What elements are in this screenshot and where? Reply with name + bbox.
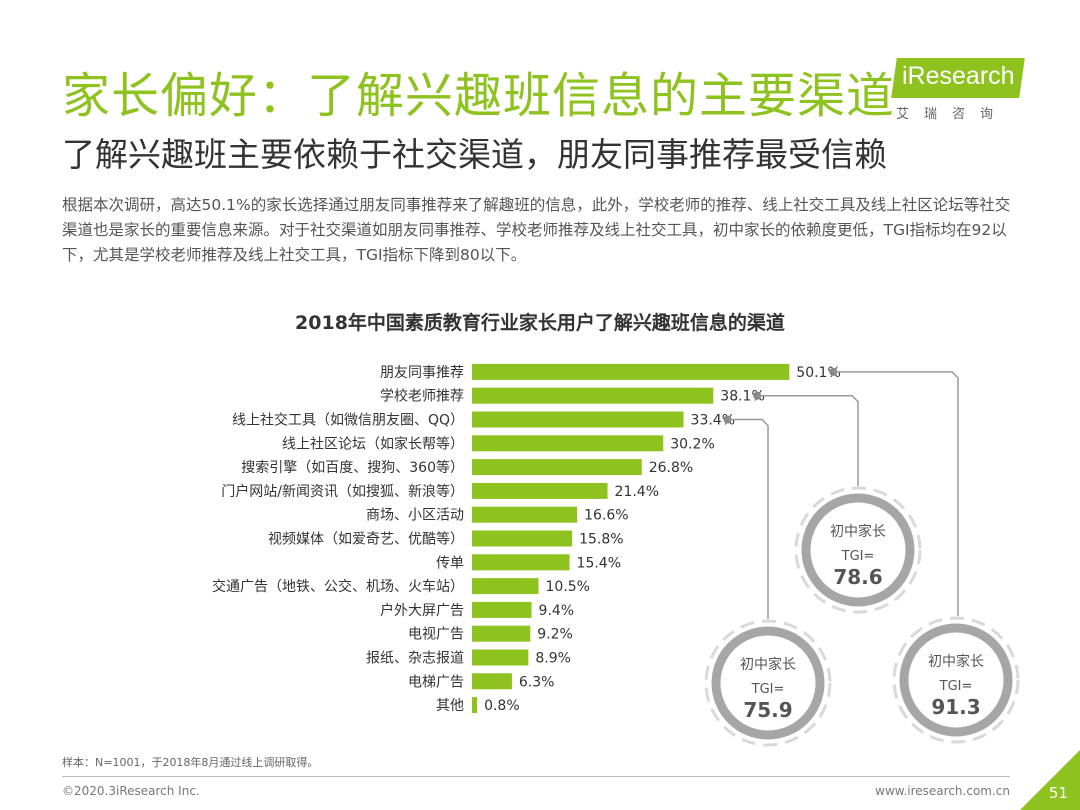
value-label: 16.6% <box>584 508 628 524</box>
bar <box>472 697 478 714</box>
category-label: 传单 <box>436 555 464 571</box>
logo-text: iResearch <box>902 62 1015 90</box>
bar <box>472 435 664 452</box>
category-label: 视频媒体（如爱奇艺、优酷等） <box>268 531 464 548</box>
value-label: 21.4% <box>615 484 659 500</box>
connector-line <box>757 394 859 486</box>
bar <box>472 411 684 428</box>
bar <box>472 649 529 666</box>
copyright-text: ©2020.3iResearch Inc. <box>62 784 200 798</box>
category-label: 线上社交工具（如微信朋友圈、QQ） <box>232 412 464 429</box>
category-label: 其他 <box>436 698 464 714</box>
value-label: 30.2% <box>670 436 714 452</box>
tgi-callout-label: 初中家长 <box>740 656 796 673</box>
tgi-ring <box>899 623 1013 737</box>
value-label: 6.3% <box>519 674 555 690</box>
bar <box>472 363 790 380</box>
value-label: 26.8% <box>649 460 693 476</box>
website-link[interactable]: www.iresearch.com.cn <box>875 784 1010 798</box>
chart-title: 2018年中国素质教育行业家长用户了解兴趣班信息的渠道 <box>295 312 785 334</box>
bar <box>472 673 512 690</box>
page-number: 51 <box>1048 784 1068 802</box>
bar <box>472 601 532 618</box>
value-label: 10.5% <box>546 579 590 595</box>
category-label: 户外大屏广告 <box>380 602 464 619</box>
page-subtitle: 了解兴趣班主要依赖于社交渠道，朋友同事推荐最受信赖 <box>62 135 887 174</box>
category-label: 学校老师推荐 <box>380 388 464 405</box>
corner-triangle <box>1020 750 1080 810</box>
tgi-caption: TGI= <box>751 682 785 697</box>
category-label: 交通广告（地铁、公交、机场、火车站） <box>212 578 464 595</box>
iresearch-logo: iResearch 艾瑞咨询 <box>891 58 1029 126</box>
bar <box>472 459 642 476</box>
tgi-value: 75.9 <box>743 698 792 722</box>
category-label: 搜索引擎（如百度、搜狗、360等） <box>241 459 464 476</box>
category-label: 商场、小区活动 <box>366 508 464 524</box>
value-label: 15.8% <box>579 532 623 548</box>
tgi-ring-outer <box>794 486 922 614</box>
tgi-value: 78.6 <box>833 565 882 589</box>
connector-line <box>727 418 769 619</box>
bar <box>472 482 608 499</box>
connector-line <box>833 371 959 616</box>
category-label: 门户网站/新闻资讯（如搜狐、新浪等） <box>221 483 464 500</box>
page-title: 家长偏好：了解兴趣班信息的主要渠道 <box>62 68 896 124</box>
value-label: 38.1% <box>720 389 764 405</box>
value-label: 15.4% <box>577 555 621 571</box>
value-label: 8.9% <box>535 651 571 667</box>
bar <box>472 506 578 523</box>
tgi-callout-label: 初中家长 <box>928 653 984 670</box>
value-label: 33.4% <box>691 413 735 429</box>
page-corner-decoration <box>1020 750 1080 810</box>
value-label: 0.8% <box>484 698 520 714</box>
bar <box>472 578 539 595</box>
footer-divider <box>62 776 1010 777</box>
tgi-caption: TGI= <box>841 549 875 564</box>
category-label: 朋友同事推荐 <box>380 365 464 381</box>
bar <box>472 625 531 642</box>
category-label: 报纸、杂志报道 <box>366 651 464 667</box>
bar <box>472 554 570 571</box>
tgi-ring-outer <box>704 619 832 747</box>
category-label: 电梯广告 <box>408 674 464 690</box>
tgi-ring <box>801 493 915 607</box>
bar <box>472 387 714 404</box>
tgi-value: 91.3 <box>931 695 980 719</box>
tgi-callout-label: 初中家长 <box>830 523 886 540</box>
bar <box>472 530 573 547</box>
value-label: 50.1% <box>796 365 840 381</box>
sample-footnote: 样本：N=1001，于2018年8月通过线上调研取得。 <box>62 756 319 769</box>
category-label: 电视广告 <box>408 627 464 643</box>
tgi-caption: TGI= <box>939 679 973 694</box>
tgi-ring <box>711 626 825 740</box>
logo-chinese-text: 艾瑞咨询 <box>896 107 1009 122</box>
tgi-ring-outer <box>892 616 1020 744</box>
value-label: 9.2% <box>537 627 573 643</box>
description-paragraph: 根据本次调研，高达50.1%的家长选择通过朋友同事推荐来了解趣班的信息，此外，学… <box>62 196 1011 264</box>
value-label: 9.4% <box>539 603 575 619</box>
category-label: 线上社区论坛（如家长帮等） <box>282 435 464 452</box>
